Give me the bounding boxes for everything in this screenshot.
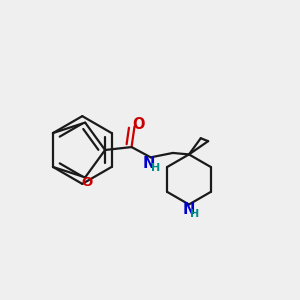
Text: N: N <box>143 156 155 171</box>
Text: H: H <box>190 209 199 219</box>
Text: O: O <box>81 176 92 189</box>
Text: N: N <box>183 202 195 217</box>
Text: O: O <box>132 117 145 132</box>
Text: H: H <box>151 163 160 173</box>
